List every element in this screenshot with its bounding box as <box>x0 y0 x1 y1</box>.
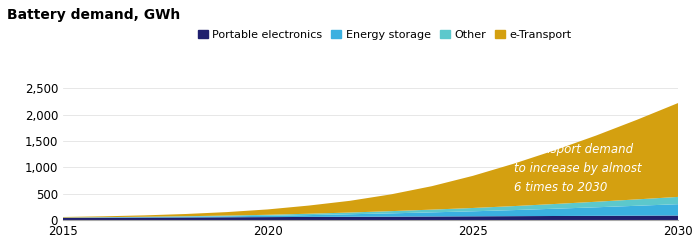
Legend: Portable electronics, Energy storage, Other, e-Transport: Portable electronics, Energy storage, Ot… <box>194 26 575 44</box>
Text: Battery demand, GWh: Battery demand, GWh <box>7 8 180 22</box>
Text: e-Transport demand
to increase by almost
6 times to 2030: e-Transport demand to increase by almost… <box>514 143 642 194</box>
